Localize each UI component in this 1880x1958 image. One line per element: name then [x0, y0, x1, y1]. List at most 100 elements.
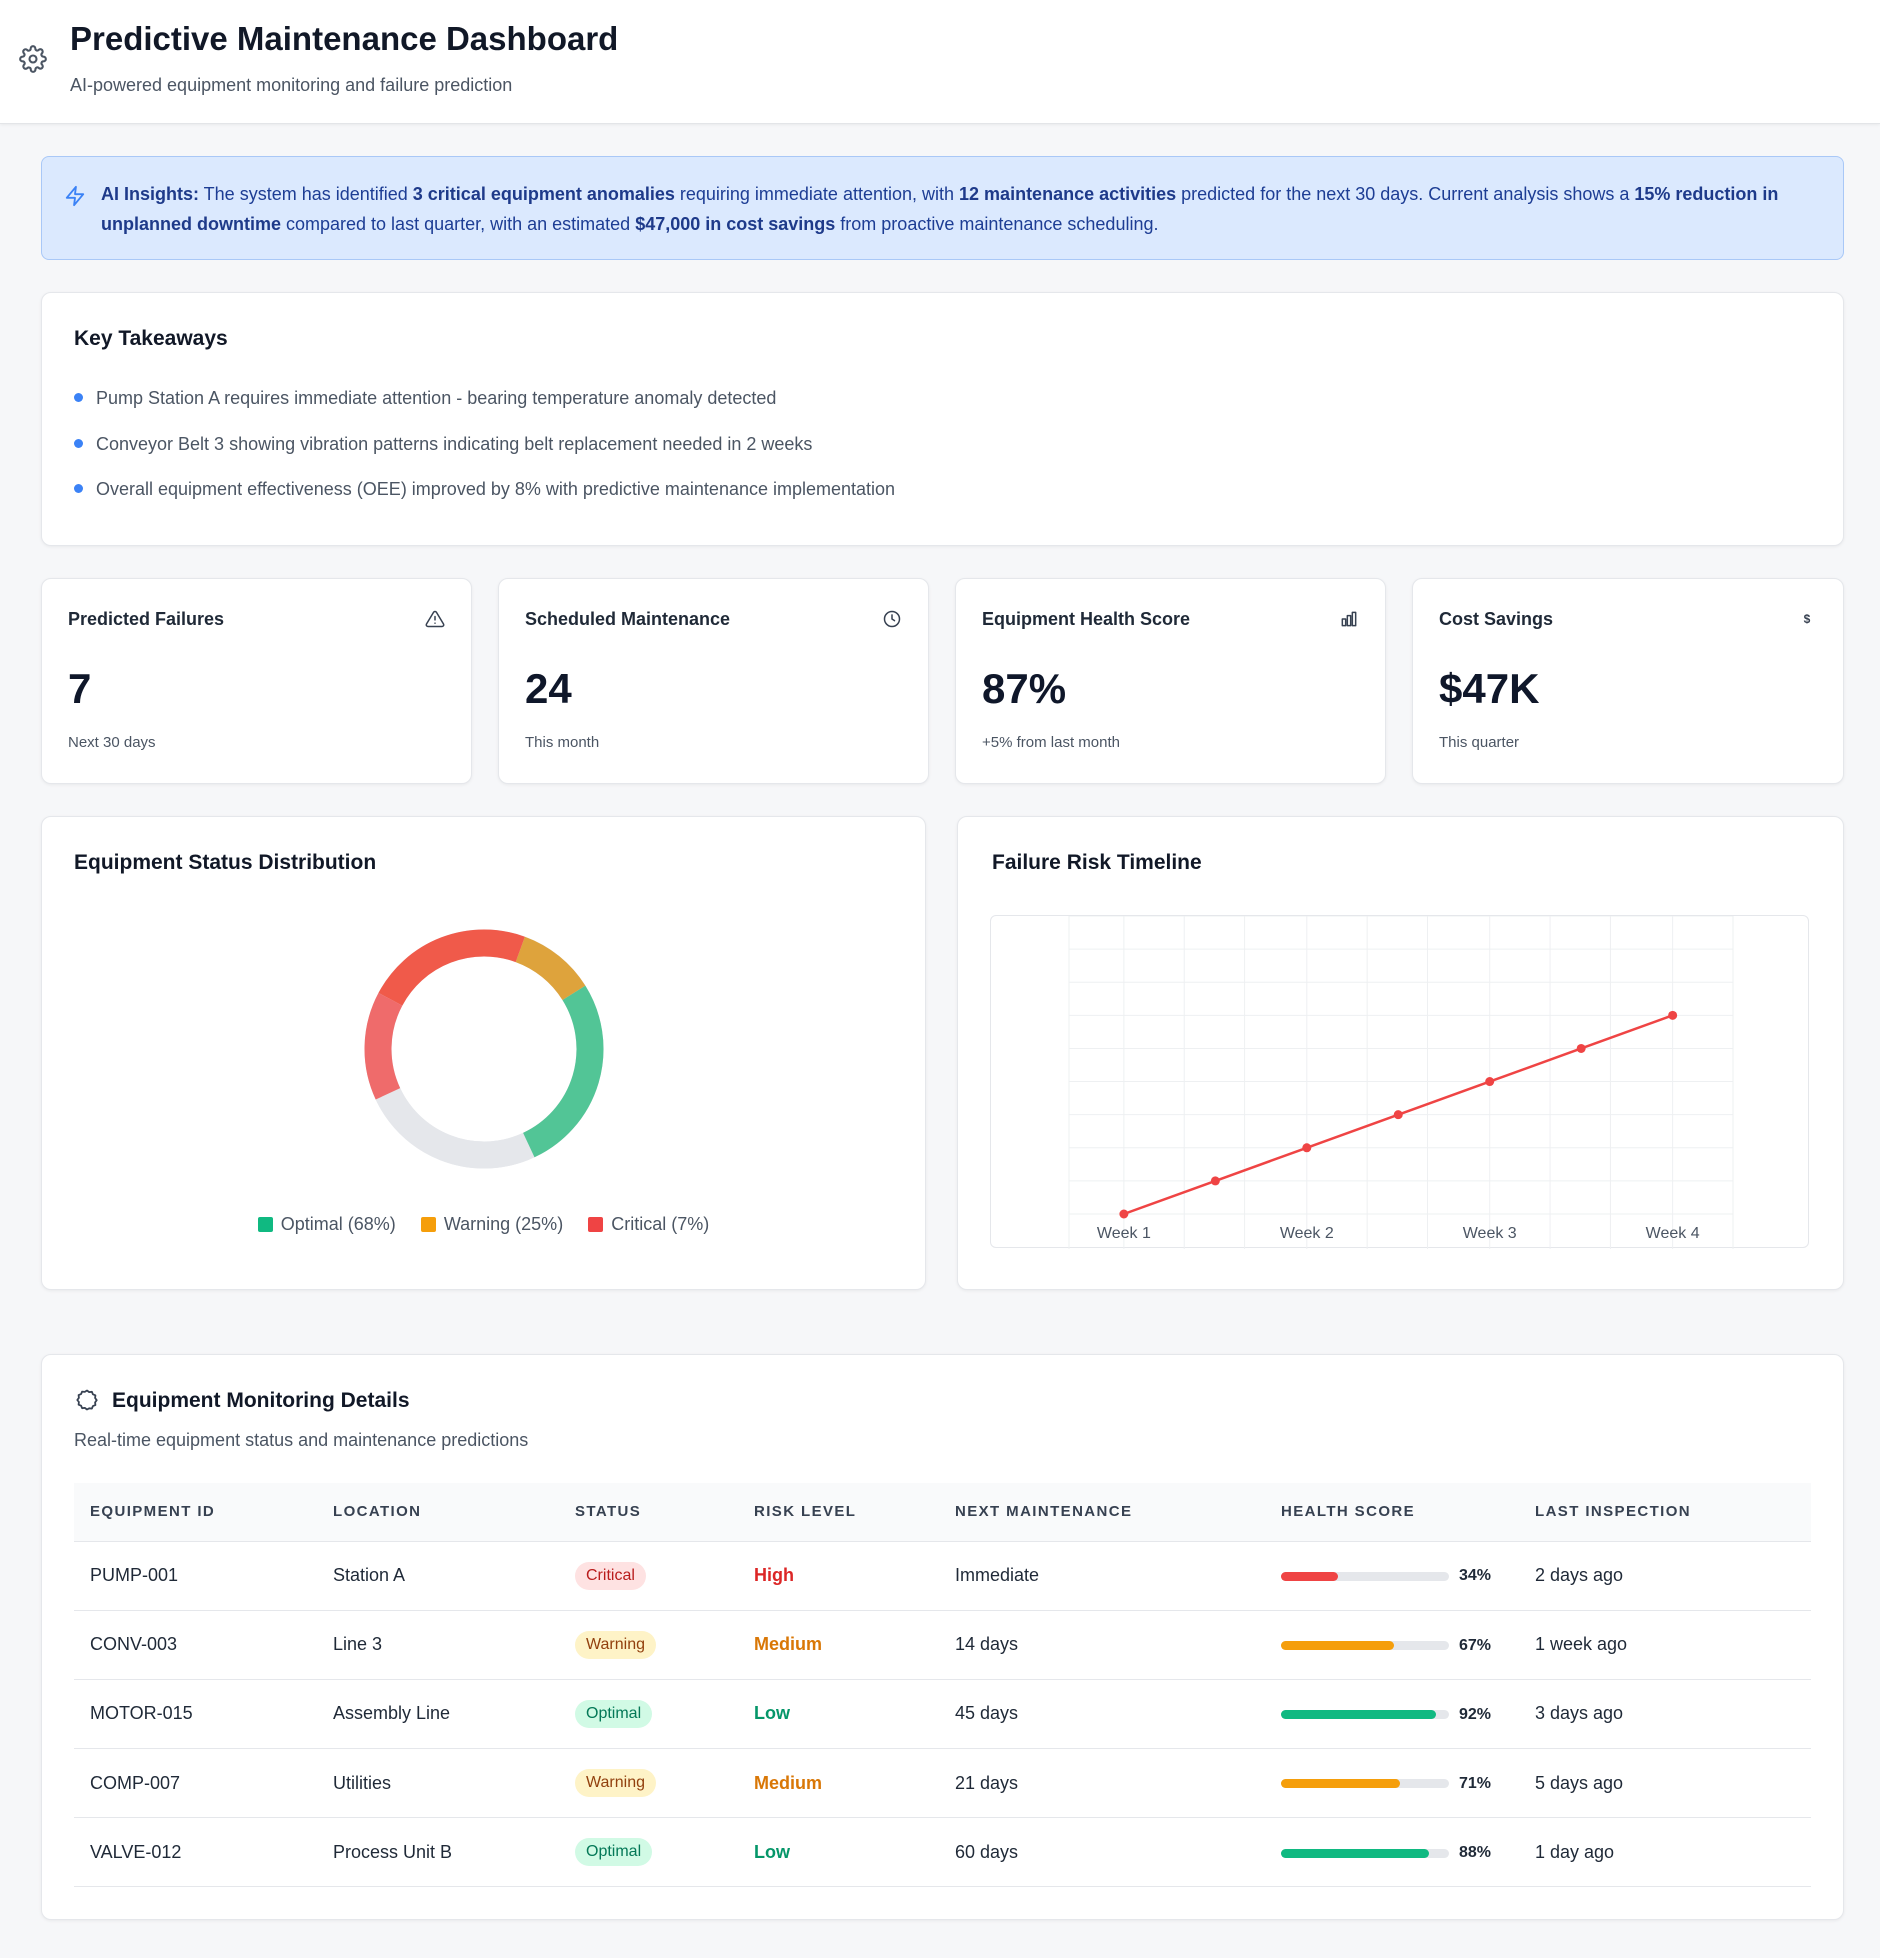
health-score: 88% — [1459, 1844, 1492, 1862]
location: Line 3 — [317, 1610, 559, 1680]
health-bar — [1281, 1641, 1449, 1651]
chart-legend: Optimal (68%) Warning (25%) Critical (7%… — [42, 1214, 925, 1235]
health-bar-fill — [1281, 1641, 1394, 1651]
table-header-row: EQUIPMENT ID LOCATION STATUS RISK LEVEL … — [74, 1483, 1811, 1542]
takeaway-item: Pump Station A requires immediate attent… — [74, 385, 895, 431]
x-tick-label: Week 3 — [1463, 1225, 1517, 1242]
equipment-id: COMP-007 — [74, 1748, 317, 1819]
stat-value: 24 — [525, 665, 572, 712]
stat-value: 7 — [68, 665, 92, 712]
donut-chart — [364, 929, 604, 1169]
stat-label: Predicted Failures — [68, 609, 225, 629]
page-subtitle: AI-powered equipment monitoring and fail… — [70, 75, 513, 95]
legend-swatch — [257, 1217, 273, 1232]
donut-segment-optimal — [522, 985, 604, 1158]
last-inspection: 1 week ago — [1519, 1610, 1811, 1680]
column-header[interactable]: NEXT MAINTENANCE — [939, 1483, 1265, 1542]
stat-note: Next 30 days — [68, 734, 156, 751]
lightning-icon — [65, 185, 85, 207]
key-takeaways-card: Key Takeaways Pump Station A requires im… — [41, 292, 1844, 546]
status-badge: Warning — [575, 1630, 656, 1659]
last-inspection: 5 days ago — [1519, 1748, 1811, 1819]
health-bar — [1281, 1571, 1449, 1581]
stat-label: Cost Savings — [1439, 609, 1554, 629]
table-row[interactable]: CONV-003 Line 3 Warning Medium 14 days 6… — [74, 1610, 1811, 1680]
health-bar-fill — [1281, 1710, 1436, 1720]
status-badge: Critical — [575, 1561, 646, 1590]
alert-triangle-icon — [425, 610, 445, 628]
table-row[interactable]: COMP-007 Utilities Warning Medium 21 day… — [74, 1748, 1811, 1819]
ai-insights-text: AI Insights: The system has identified 3… — [101, 184, 1779, 234]
table-row[interactable]: MOTOR-015 Assembly Line Optimal Low 45 d… — [74, 1679, 1811, 1750]
legend-swatch — [588, 1217, 604, 1232]
donut-segment-critical-light — [364, 992, 403, 1100]
column-header[interactable]: LAST INSPECTION — [1519, 1483, 1811, 1542]
donut-segment-critical — [378, 929, 525, 1006]
takeaway-item: Overall equipment effectiveness (OEE) im… — [74, 476, 895, 522]
health-bar — [1281, 1779, 1449, 1789]
location: Utilities — [317, 1748, 559, 1819]
legend-item-optimal: Optimal (68%) — [257, 1214, 396, 1235]
stat-note: This month — [525, 734, 600, 751]
risk-data-point — [1210, 1176, 1220, 1186]
column-header[interactable]: LOCATION — [317, 1483, 559, 1542]
stat-value: 87% — [982, 665, 1067, 712]
location: Process Unit B — [317, 1817, 559, 1888]
health-score: 34% — [1459, 1567, 1492, 1585]
risk-data-point — [1302, 1143, 1312, 1153]
legend-item-warning: Warning (25%) — [420, 1214, 563, 1235]
status-badge: Optimal — [575, 1699, 653, 1728]
column-header[interactable]: STATUS — [559, 1483, 738, 1542]
column-header[interactable]: RISK LEVEL — [738, 1483, 939, 1542]
failure-risk-line-chart: Week 1 Week 2 Week 3 Week 4 — [1068, 916, 1734, 1249]
risk-level: High — [738, 1541, 939, 1611]
legend-swatch — [420, 1217, 436, 1232]
takeaways-list: Pump Station A requires immediate attent… — [74, 385, 895, 522]
dollar-icon: $ — [1803, 612, 1811, 626]
health-bar-fill — [1281, 1848, 1429, 1858]
donut-segment-warning — [515, 936, 586, 1001]
column-header[interactable]: EQUIPMENT ID — [74, 1483, 317, 1542]
health-score: 92% — [1459, 1705, 1492, 1723]
line-chart-frame: Week 1 Week 2 Week 3 Week 4 — [990, 915, 1809, 1249]
risk-data-point — [1668, 1010, 1678, 1020]
failure-risk-card: Failure Risk Timeline Week 1 Week 2 Week 3… — [957, 816, 1844, 1290]
page-title: Predictive Maintenance Dashboard — [70, 20, 619, 57]
stat-label: Scheduled Maintenance — [525, 609, 731, 629]
risk-level: Low — [738, 1679, 939, 1750]
risk-level: Medium — [738, 1748, 939, 1819]
health-score: 67% — [1459, 1636, 1492, 1654]
status-badge: Optimal — [575, 1838, 653, 1867]
risk-data-point — [1576, 1043, 1586, 1053]
legend-item-critical: Critical (7%) — [588, 1214, 709, 1235]
health-bar — [1281, 1710, 1449, 1720]
health-score: 71% — [1459, 1774, 1492, 1792]
ai-insights-banner: AI Insights: The system has identified 3… — [41, 156, 1844, 260]
gear-icon[interactable] — [19, 45, 47, 73]
stat-label: Equipment Health Score — [982, 609, 1191, 629]
table-row[interactable]: VALVE-012 Process Unit B Optimal Low 60 … — [74, 1817, 1811, 1888]
key-takeaways-title: Key Takeaways — [74, 327, 228, 350]
status-distribution-card: Equipment Status Distribution Optimal (6… — [41, 816, 926, 1290]
next-maintenance: 60 days — [939, 1817, 1265, 1888]
equipment-monitoring-card: Equipment Monitoring Details Real-time e… — [41, 1354, 1844, 1920]
location: Station A — [317, 1541, 559, 1611]
equipment-table: EQUIPMENT ID LOCATION STATUS RISK LEVEL … — [74, 1483, 1811, 1888]
risk-level: Low — [738, 1817, 939, 1888]
page-header: Predictive Maintenance Dashboard AI-powe… — [0, 0, 1880, 124]
bar-chart-icon — [1341, 611, 1357, 627]
stat-note: This quarter — [1439, 734, 1520, 751]
health-bar-fill — [1281, 1571, 1339, 1581]
table-row[interactable]: PUMP-001 Station A Critical High Immedia… — [74, 1541, 1811, 1611]
risk-data-point — [1119, 1209, 1129, 1219]
equipment-id: MOTOR-015 — [74, 1679, 317, 1750]
column-header[interactable]: HEALTH SCORE — [1265, 1483, 1519, 1542]
chart-title: Failure Risk Timeline — [992, 851, 1202, 874]
clock-icon — [883, 610, 901, 628]
next-maintenance: Immediate — [939, 1541, 1265, 1611]
predicted-failures-card: Predicted Failures 7 Next 30 days — [41, 578, 472, 784]
takeaway-item: Conveyor Belt 3 showing vibration patter… — [74, 431, 895, 477]
risk-data-point — [1393, 1110, 1403, 1120]
risk-data-point — [1485, 1077, 1495, 1087]
cog-icon — [76, 1389, 98, 1411]
